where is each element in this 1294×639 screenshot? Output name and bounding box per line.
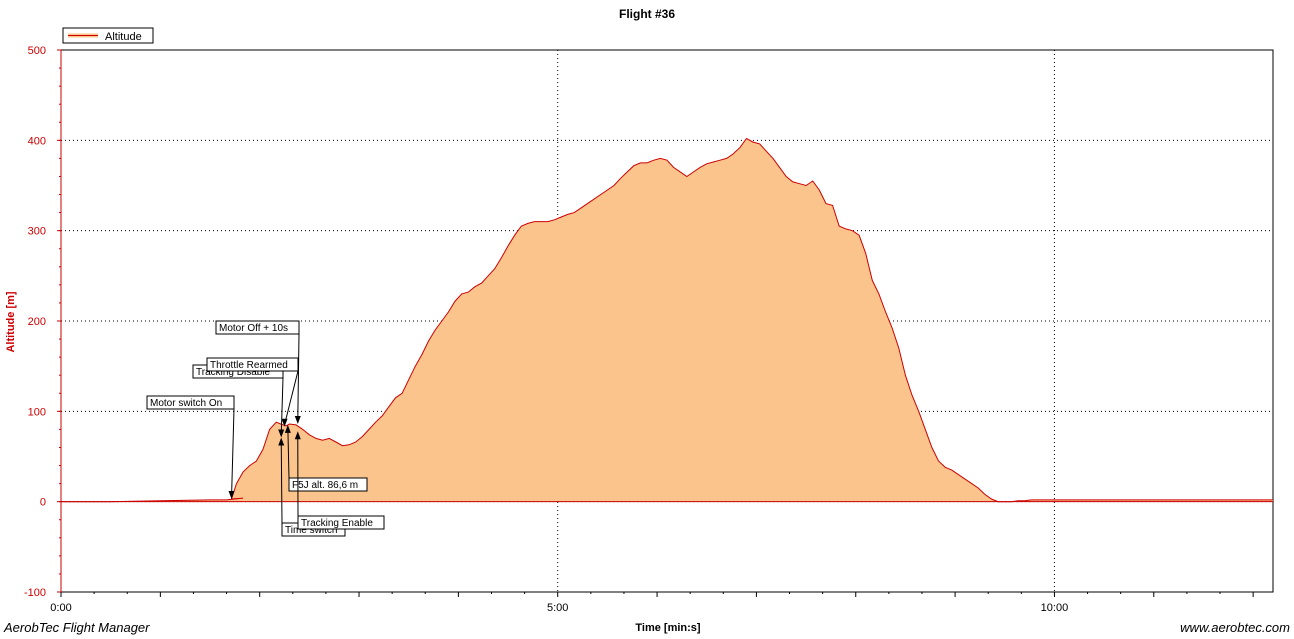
footer-website-link[interactable]: www.aerobtec.com: [1180, 620, 1290, 635]
annotation-leader: [231, 408, 235, 497]
annotation-leader: [280, 439, 283, 524]
annotation-label: F5J alt. 86,6 m: [292, 480, 358, 491]
annotation-leader: [284, 370, 299, 425]
axes: -100 0 100 200 300 400 500 0:00 5:00 10:00: [24, 45, 1254, 614]
annotation-label: Throttle Rearmed: [210, 360, 288, 371]
annotation-box: [215, 320, 300, 335]
y-tick-label: 400: [28, 135, 46, 147]
annotation-arrow: [278, 437, 285, 446]
x-axis-label: Time [min:s]: [635, 622, 701, 634]
chart-title: Flight #36: [619, 7, 675, 21]
legend-box: [62, 27, 154, 44]
annotation-leader: [297, 333, 300, 422]
y-axis-label: Altitude [m]: [5, 291, 17, 352]
x-tick-label: 10:00: [1041, 602, 1069, 614]
y-tick-label: -100: [24, 587, 46, 599]
annotation-label: Tracking Disable: [196, 367, 271, 378]
annotation-box: [288, 477, 368, 492]
altitude-area: [61, 137, 1273, 503]
y-tick-label: 500: [28, 45, 46, 57]
x-tick-label: 5:00: [547, 602, 568, 614]
annotation-box: [146, 395, 235, 410]
annotation-arrow: [284, 424, 291, 433]
y-tick-label: 0: [40, 497, 46, 509]
legend-entry-altitude: Altitude: [105, 31, 142, 43]
annotation-label: Motor switch On: [150, 398, 222, 409]
annotation-box: [297, 515, 385, 530]
annotation-arrow: [278, 429, 285, 438]
altitude-area-fill: [61, 138, 1273, 502]
legend: Altitude: [62, 27, 154, 44]
annotation-box: [206, 357, 299, 372]
annotation-leader: [280, 377, 284, 436]
annotation-label: Time switch: [285, 525, 337, 536]
annotation-arrow: [294, 431, 301, 440]
footer-app-name: AerobTec Flight Manager: [4, 620, 150, 635]
annotation-leader: [287, 426, 290, 479]
y-tick-label: 300: [28, 226, 46, 238]
annotation-label: Tracking Enable: [301, 518, 373, 529]
annotation-arrow: [281, 418, 288, 427]
x-tick-label: 0:00: [50, 602, 71, 614]
altitude-series-line: [61, 137, 1273, 503]
event-annotations: Motor switch On Tracking DisableThrottle …: [146, 320, 385, 537]
y-tick-label: 100: [28, 406, 46, 418]
y-tick-label: 200: [28, 316, 46, 328]
annotation-label: Motor Off + 10s: [219, 323, 288, 334]
annotation-arrow: [228, 490, 235, 499]
annotation-arrow: [294, 415, 301, 424]
